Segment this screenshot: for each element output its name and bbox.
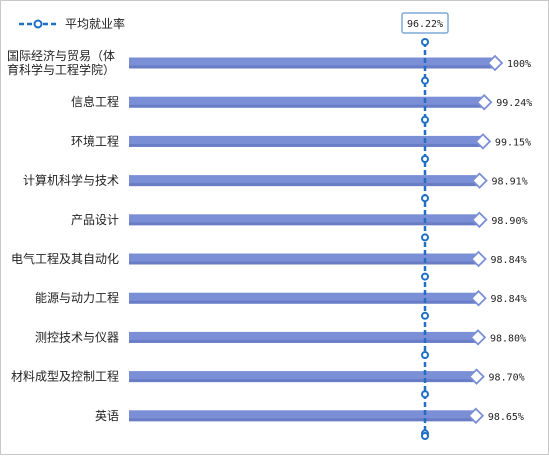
average-point <box>421 155 429 163</box>
category-label-line: 计算机科学与技术 <box>23 173 119 188</box>
category-label: 环境工程 <box>71 133 119 148</box>
bar <box>129 135 483 147</box>
bar <box>129 331 478 343</box>
bar-row: 98.84% 能源与动力工程 <box>35 289 527 307</box>
bar <box>129 175 480 187</box>
bar-row: 100% 国际经济与贸易（体育科学与工程学院） <box>7 48 531 77</box>
data-label: 98.80% <box>490 333 526 344</box>
data-label: 98.91% <box>492 177 528 188</box>
bar-shade <box>129 143 483 147</box>
category-label-line: 国际经济与贸易（体 <box>7 48 115 63</box>
average-point <box>421 432 429 440</box>
bar-end-marker <box>470 250 487 268</box>
bar-end-marker <box>475 93 493 111</box>
legend-average-label: 平均就业率 <box>65 16 125 31</box>
average-point <box>421 311 429 320</box>
bar <box>129 410 476 422</box>
category-label-line: 产品设计 <box>71 213 119 227</box>
legend-average-marker-icon <box>33 19 43 29</box>
average-point <box>421 38 429 46</box>
category-label-line: 材料成型及控制工程 <box>11 369 119 384</box>
bar-row: 98.80% 测控技术与仪器 <box>35 329 526 346</box>
category-label: 电气工程及其自动化 <box>11 251 119 266</box>
category-label: 材料成型及控制工程 <box>11 369 119 384</box>
category-label-line: 信息工程 <box>71 94 119 109</box>
average-point <box>421 272 429 281</box>
bar-shade <box>129 222 480 226</box>
average-point <box>421 115 429 124</box>
category-label: 英语 <box>95 409 119 423</box>
bar-row: 99.24% 信息工程 <box>71 93 532 111</box>
data-label: 99.15% <box>495 137 531 148</box>
bar-end-marker <box>471 172 488 189</box>
bar-shade <box>129 339 478 343</box>
bar-row: 98.90% 产品设计 <box>71 211 528 229</box>
data-label: 98.84% <box>491 255 527 266</box>
bar-shade <box>129 300 479 304</box>
bar <box>129 371 477 383</box>
bar-end-marker <box>469 329 487 346</box>
category-label: 国际经济与贸易（体育科学与工程学院） <box>7 48 115 77</box>
data-label: 100% <box>507 59 531 70</box>
average-point <box>421 233 429 242</box>
category-label-line: 育科学与工程学院） <box>7 62 115 77</box>
bar-row: 98.65% 英语 <box>95 407 524 425</box>
bar-end-marker <box>467 407 485 425</box>
category-label: 信息工程 <box>71 94 119 109</box>
average-label: 96.22% <box>407 19 443 30</box>
average-point <box>421 390 429 399</box>
bar <box>129 214 480 226</box>
bar-row: 98.91% 计算机科学与技术 <box>23 172 528 189</box>
average-point <box>421 76 429 85</box>
bar-row: 98.70% 材料成型及控制工程 <box>11 368 525 385</box>
bar-row: 99.15% 环境工程 <box>71 133 531 150</box>
data-label: 98.90% <box>491 216 527 227</box>
average-callout-box <box>401 12 449 34</box>
bar <box>129 96 485 108</box>
bar <box>129 253 479 265</box>
bar-end-marker <box>468 368 485 385</box>
category-label-line: 环境工程 <box>71 133 119 148</box>
bar-shade <box>129 65 495 69</box>
legend: 平均就业率 <box>19 16 125 31</box>
bar-shade <box>129 379 477 383</box>
category-label: 产品设计 <box>71 213 119 227</box>
average-point <box>421 194 429 203</box>
category-label-line: 英语 <box>95 409 119 423</box>
bar-end-marker <box>486 54 504 72</box>
data-label: 98.65% <box>488 412 524 423</box>
data-label: 98.84% <box>491 294 527 305</box>
data-label: 98.70% <box>489 373 525 384</box>
category-label: 能源与动力工程 <box>35 290 119 305</box>
bars-group: 100% 国际经济与贸易（体育科学与工程学院） 99.24% 信息工程 99.15% 环境… <box>7 48 532 425</box>
bar <box>129 292 479 304</box>
category-label: 测控技术与仪器 <box>35 330 119 344</box>
bar-shade <box>129 104 485 108</box>
category-label-line: 能源与动力工程 <box>35 290 119 305</box>
bar-end-marker <box>470 289 487 307</box>
category-label: 计算机科学与技术 <box>23 173 119 188</box>
bar-row: 98.84% 电气工程及其自动化 <box>11 250 527 268</box>
category-label-line: 电气工程及其自动化 <box>11 251 119 266</box>
data-label: 99.24% <box>496 98 532 109</box>
bar <box>129 57 495 69</box>
bar-shade <box>129 183 480 187</box>
bar-shade <box>129 418 476 422</box>
average-line-group: 96.22% <box>401 12 449 440</box>
category-label-line: 测控技术与仪器 <box>35 330 119 344</box>
average-point <box>421 351 429 359</box>
bar-end-marker <box>474 133 492 150</box>
bar-end-marker <box>471 211 488 229</box>
bar-shade <box>129 261 479 265</box>
